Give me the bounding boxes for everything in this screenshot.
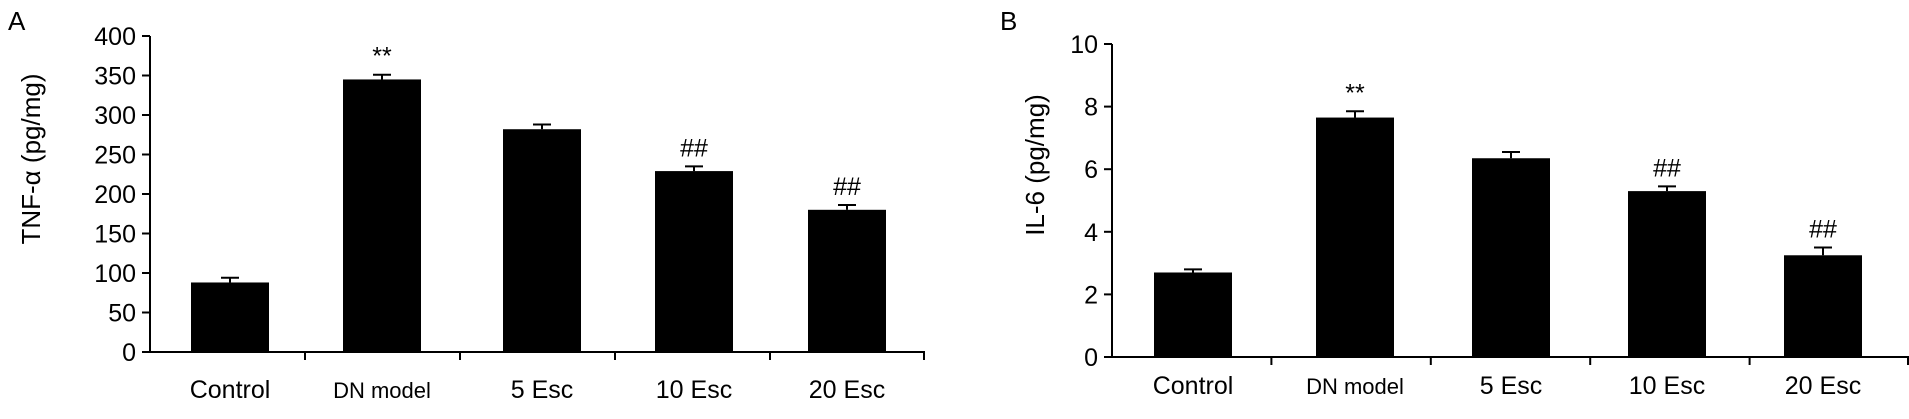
y-axis-label-a: TNF-α (pg/mg) bbox=[16, 73, 46, 244]
y-tick-label: 250 bbox=[94, 142, 136, 170]
y-tick-label: 0 bbox=[1084, 344, 1098, 372]
y-tick-label: 350 bbox=[94, 63, 136, 91]
x-category-label: DN model bbox=[1306, 374, 1404, 399]
chart-panel-b: B IL-6 (pg/mg) 0 2 4 6 8 10 Control ** DN model 5… bbox=[1000, 6, 1909, 400]
significance-annotation: ** bbox=[1345, 79, 1365, 107]
bar bbox=[1154, 272, 1232, 357]
x-category-label: 20 Esc bbox=[809, 376, 885, 404]
significance-annotation: ## bbox=[680, 134, 708, 162]
x-category-label: 20 Esc bbox=[1785, 372, 1861, 400]
y-tick-label: 200 bbox=[94, 181, 136, 209]
significance-annotation: ## bbox=[1809, 215, 1837, 243]
bar bbox=[1628, 191, 1706, 357]
y-tick-label: 8 bbox=[1084, 94, 1098, 122]
significance-annotation: ## bbox=[833, 173, 861, 201]
x-category-label: DN model bbox=[333, 378, 431, 403]
bar bbox=[1472, 158, 1550, 357]
y-tick-label: 150 bbox=[94, 221, 136, 249]
y-tick-label: 6 bbox=[1084, 156, 1098, 184]
panel-letter-b: B bbox=[1000, 6, 1017, 36]
bar bbox=[655, 171, 733, 352]
x-category-label: 5 Esc bbox=[1480, 372, 1543, 400]
x-category-label: 10 Esc bbox=[1629, 372, 1705, 400]
significance-annotation: ** bbox=[372, 43, 392, 71]
bar bbox=[191, 282, 269, 352]
y-tick-label: 50 bbox=[108, 300, 136, 328]
y-tick-label: 2 bbox=[1084, 281, 1098, 309]
bar bbox=[503, 129, 581, 352]
x-category-label: Control bbox=[1153, 372, 1234, 400]
significance-annotation: ## bbox=[1653, 154, 1681, 182]
x-category-label: 5 Esc bbox=[511, 376, 574, 404]
chart-panel-a: A TNF-α (pg/mg) 0 50 100 150 200 250 300 350 400… bbox=[8, 6, 925, 404]
y-axis-label-b: IL-6 (pg/mg) bbox=[1020, 94, 1050, 236]
y-tick-label: 400 bbox=[94, 23, 136, 51]
y-tick-label: 4 bbox=[1084, 219, 1098, 247]
bar bbox=[808, 209, 886, 352]
panel-letter-a: A bbox=[8, 6, 26, 36]
y-tick-label: 10 bbox=[1070, 31, 1098, 59]
bar bbox=[1316, 117, 1394, 358]
bar bbox=[1784, 255, 1862, 357]
x-category-label: Control bbox=[190, 376, 271, 404]
y-tick-label: 100 bbox=[94, 260, 136, 288]
x-category-label: 10 Esc bbox=[656, 376, 732, 404]
y-tick-label: 300 bbox=[94, 102, 136, 130]
bar bbox=[343, 79, 421, 352]
y-tick-label: 0 bbox=[122, 339, 136, 367]
